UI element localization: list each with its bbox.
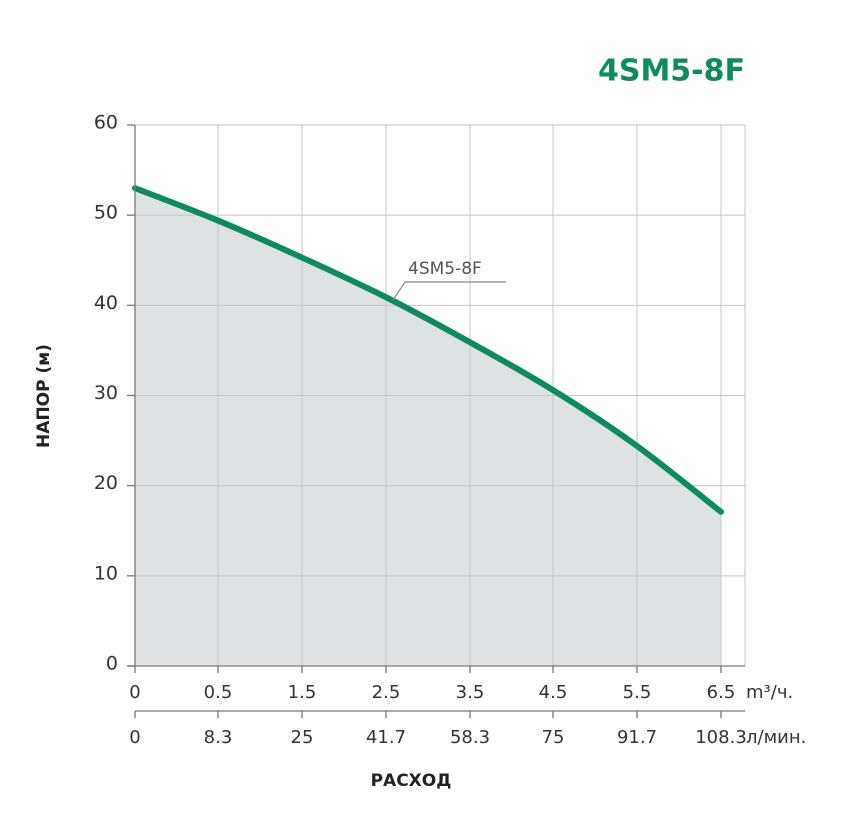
y-tick-label: 10 <box>94 562 118 584</box>
y-tick-label: 60 <box>94 112 118 134</box>
x-axis-label: РАСХОД <box>371 771 452 791</box>
x2-tick-label: 91.7 <box>617 727 657 748</box>
x-tick-label: 0 <box>129 682 140 703</box>
curve <box>132 185 724 515</box>
y-tick-label: 50 <box>94 202 118 224</box>
x2-tick-label: 58.3 <box>450 727 490 748</box>
chart-title: 4SM5-8F <box>598 54 745 89</box>
x-unit: m³/ч. <box>746 682 793 703</box>
x-tick-label: 1.5 <box>288 682 317 703</box>
y-axis-label: НАПОР (м) <box>34 344 54 448</box>
y-tick-label: 20 <box>94 472 118 494</box>
x2-tick-label: 41.7 <box>366 727 406 748</box>
x-tick-label: 0.5 <box>204 682 233 703</box>
x2-tick-label: 25 <box>291 727 314 748</box>
x-tick-label: 2.5 <box>372 682 401 703</box>
y-tick-label: 40 <box>94 292 118 314</box>
x2-unit: л/мин. <box>746 727 806 748</box>
x2-tick-label: 108.3 <box>695 727 747 748</box>
x2-tick-label: 8.3 <box>204 727 233 748</box>
x-tick-label: 3.5 <box>456 682 485 703</box>
y-tick-label: 0 <box>106 653 118 675</box>
x2-tick-label: 0 <box>129 727 140 748</box>
area <box>135 188 721 666</box>
x-tick-label: 4.5 <box>539 682 568 703</box>
y-tick-label: 30 <box>94 382 118 404</box>
x-tick-label: 6.5 <box>707 682 736 703</box>
x-tick-label: 5.5 <box>623 682 652 703</box>
series-label: 4SM5-8F <box>408 259 482 279</box>
leader-line <box>392 281 506 301</box>
x2-tick-label: 75 <box>542 727 565 748</box>
